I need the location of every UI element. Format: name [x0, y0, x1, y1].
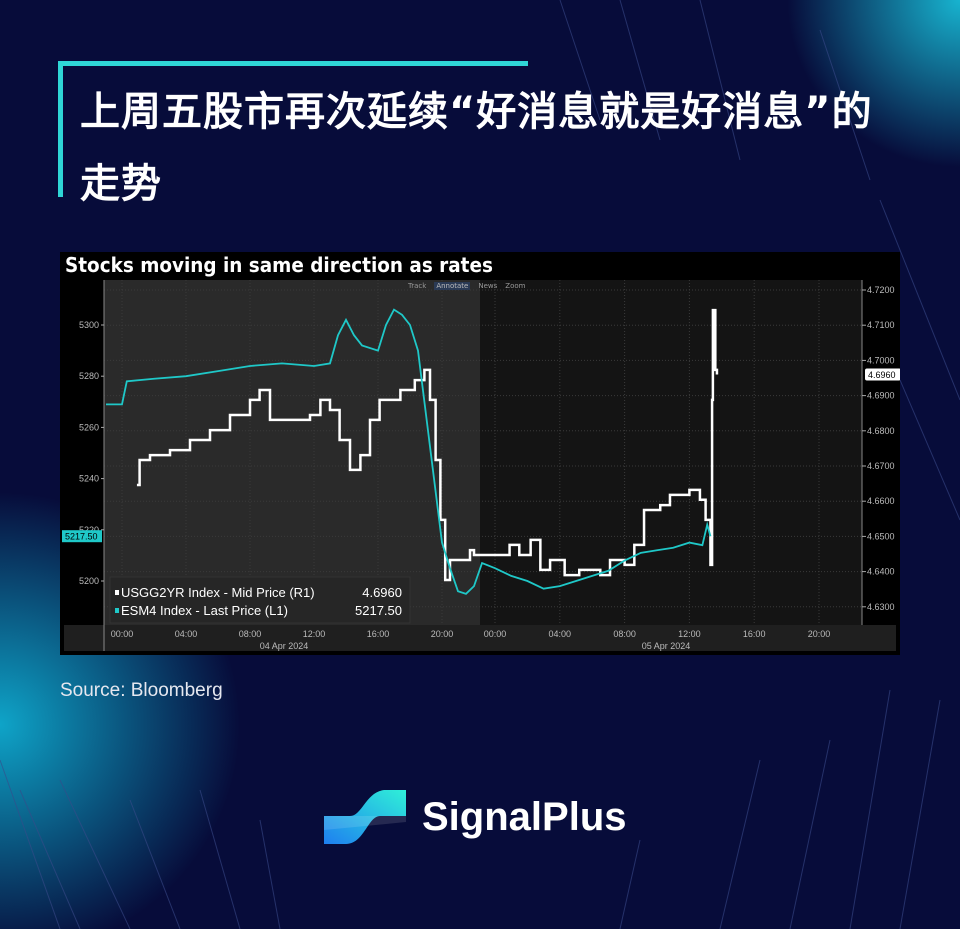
decorative-line	[789, 739, 831, 929]
x-tick-label: 20:00	[808, 629, 831, 639]
left-tick-label: 5240	[79, 474, 99, 484]
series-line-esm4	[106, 308, 712, 595]
x-tick-label: 04:00	[549, 629, 572, 639]
left-tick-label: 5300	[79, 320, 99, 330]
legend-value: 4.6960	[362, 585, 402, 600]
signalplus-logo-icon	[324, 790, 406, 844]
brand-name: SignalPlus	[422, 794, 627, 839]
legend-label: USGG2YR Index - Mid Price (R1)	[121, 585, 315, 600]
decorative-line	[619, 0, 661, 141]
right-last-value-tag	[865, 368, 900, 381]
right-tick-label: 4.6500	[867, 531, 895, 541]
annotate-button[interactable]: Annotate	[434, 282, 471, 290]
news-button[interactable]: News	[478, 282, 498, 290]
x-tick-label: 08:00	[239, 629, 262, 639]
x-tick-label: 16:00	[367, 629, 390, 639]
x-date-label: 04 Apr 2024	[260, 641, 309, 651]
chart-panel: Stocks moving in same direction as rates…	[60, 252, 900, 655]
left-tick-label: 5280	[79, 371, 99, 381]
decorative-line	[199, 789, 241, 929]
x-tick-label: 00:00	[111, 629, 134, 639]
x-tick-label: 00:00	[484, 629, 507, 639]
right-tick-label: 4.6400	[867, 567, 895, 577]
decorative-line	[0, 759, 61, 929]
x-tick-label: 12:00	[678, 629, 701, 639]
decorative-line	[819, 29, 871, 181]
page-title: 上周五股市再次延续“好消息就是好消息”的走势	[80, 89, 873, 207]
decorative-line	[849, 689, 891, 929]
right-tick-label: 4.7200	[867, 285, 895, 295]
brand-logo: SignalPlus	[322, 786, 627, 848]
highlight-region	[104, 280, 480, 625]
x-date-label: 05 Apr 2024	[642, 641, 691, 651]
track-button[interactable]: Track	[408, 282, 427, 290]
decorative-line	[59, 779, 131, 929]
right-tick-label: 4.7100	[867, 320, 895, 330]
left-last-value: 5217.50	[65, 532, 98, 542]
legend-swatch	[115, 590, 119, 595]
chart-title: Stocks moving in same direction as rates	[65, 253, 493, 277]
legend-value: 5217.50	[355, 603, 402, 618]
legend	[109, 576, 411, 624]
right-last-value: 4.6960	[868, 370, 896, 380]
right-tick-label: 4.6600	[867, 496, 895, 506]
right-tick-label: 4.7000	[867, 355, 895, 365]
x-tick-label: 20:00	[431, 629, 454, 639]
right-tick-label: 4.6300	[867, 602, 895, 612]
x-tick-label: 04:00	[175, 629, 198, 639]
x-axis-band	[64, 625, 896, 651]
right-tick-label: 4.6800	[867, 426, 895, 436]
decorative-line	[899, 379, 960, 521]
series-line-usgg2yr	[136, 308, 719, 582]
right-tick-label: 4.6700	[867, 461, 895, 471]
left-tick-label: 5260	[79, 422, 99, 432]
decorative-line	[19, 789, 81, 929]
decorative-line	[879, 199, 960, 401]
left-tick-label: 5220	[79, 525, 99, 535]
left-tick-label: 5200	[79, 576, 99, 586]
decorative-line	[129, 799, 181, 929]
decorative-line	[699, 0, 741, 161]
right-tick-label: 4.6900	[867, 391, 895, 401]
chart-toolbar: Track Annotate News Zoom	[408, 282, 525, 290]
decorative-line	[559, 0, 601, 121]
legend-swatch	[115, 608, 119, 613]
x-tick-label: 16:00	[743, 629, 766, 639]
legend-label: ESM4 Index - Last Price (L1)	[121, 603, 288, 618]
title-accent-left	[58, 61, 63, 197]
left-last-value-tag	[62, 530, 102, 543]
decorative-line	[259, 819, 281, 929]
title-accent-top	[58, 61, 528, 66]
decorative-line	[719, 759, 761, 929]
chart[interactable]: 5200 5220 5240 5260 5280 5300 4.6300 4.6400 4.65…	[60, 252, 900, 655]
source-note: Source: Bloomberg	[60, 680, 223, 701]
decorative-line	[899, 699, 941, 929]
x-tick-label: 08:00	[613, 629, 636, 639]
zoom-button[interactable]: Zoom	[505, 282, 526, 290]
x-tick-label: 12:00	[303, 629, 326, 639]
decorative-line	[619, 839, 641, 929]
